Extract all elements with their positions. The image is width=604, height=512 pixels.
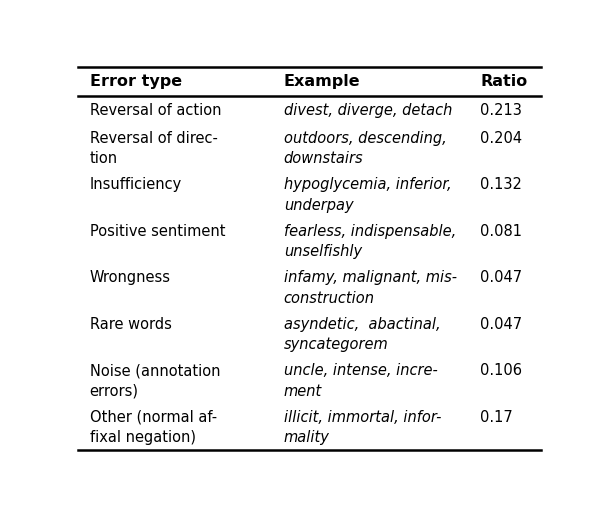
Text: Rare words: Rare words <box>89 317 172 332</box>
Text: divest, diverge, detach: divest, diverge, detach <box>284 102 452 118</box>
Text: syncategorem: syncategorem <box>284 337 388 352</box>
Text: 0.047: 0.047 <box>480 270 522 285</box>
Text: Other (normal af-: Other (normal af- <box>89 410 217 425</box>
Text: Reversal of direc-: Reversal of direc- <box>89 131 217 146</box>
Text: Positive sentiment: Positive sentiment <box>89 224 225 239</box>
Text: fixal negation): fixal negation) <box>89 431 196 445</box>
Text: 0.106: 0.106 <box>480 364 522 378</box>
Text: Wrongness: Wrongness <box>89 270 170 285</box>
Text: illicit, immortal, infor-: illicit, immortal, infor- <box>284 410 441 425</box>
Text: downstairs: downstairs <box>284 152 364 166</box>
Text: Example: Example <box>284 74 361 89</box>
Text: 0.081: 0.081 <box>480 224 522 239</box>
Text: hypoglycemia, inferior,: hypoglycemia, inferior, <box>284 177 451 193</box>
Text: Insufficiency: Insufficiency <box>89 177 182 193</box>
Text: infamy, malignant, mis-: infamy, malignant, mis- <box>284 270 457 285</box>
Text: unselfishly: unselfishly <box>284 244 362 260</box>
Text: fearless, indispensable,: fearless, indispensable, <box>284 224 456 239</box>
Text: 0.17: 0.17 <box>480 410 513 425</box>
Text: Ratio: Ratio <box>480 74 528 89</box>
Text: Reversal of action: Reversal of action <box>89 102 221 118</box>
Text: 0.213: 0.213 <box>480 102 522 118</box>
Text: ment: ment <box>284 384 322 399</box>
Text: asyndetic,  abactinal,: asyndetic, abactinal, <box>284 317 440 332</box>
Text: underpay: underpay <box>284 198 353 213</box>
Text: tion: tion <box>89 152 118 166</box>
Text: 0.132: 0.132 <box>480 177 522 193</box>
Text: outdoors, descending,: outdoors, descending, <box>284 131 446 146</box>
Text: construction: construction <box>284 291 375 306</box>
Text: 0.204: 0.204 <box>480 131 522 146</box>
Text: 0.047: 0.047 <box>480 317 522 332</box>
Text: mality: mality <box>284 431 330 445</box>
Text: errors): errors) <box>89 384 138 399</box>
Text: Noise (annotation: Noise (annotation <box>89 364 220 378</box>
Text: uncle, intense, incre-: uncle, intense, incre- <box>284 364 437 378</box>
Text: Error type: Error type <box>89 74 182 89</box>
